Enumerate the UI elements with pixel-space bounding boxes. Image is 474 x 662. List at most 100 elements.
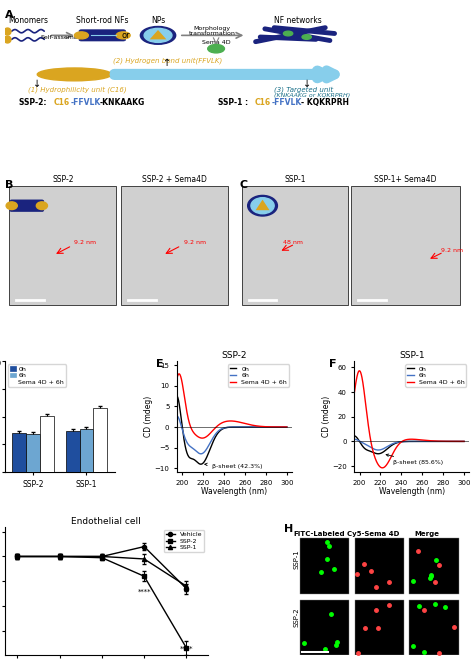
Vehicle [15,553,20,561]
Text: Cy5-Sema 4D: Cy5-Sema 4D [347,531,399,537]
0h [375,449,381,457]
Text: or: or [121,31,130,40]
6h [264,423,270,431]
Text: SSP-2:: SSP-2: [18,98,49,107]
Bar [93,408,107,472]
Line: SSP-1: SSP-1 [15,554,189,589]
6h [411,438,417,446]
Legend: 0h, 6h, Sema 4D + 6h: 0h, 6h, Sema 4D + 6h [405,364,466,387]
Sema 4D + 6h [411,436,417,444]
Text: -KNKAAKG: -KNKAAKG [100,98,145,107]
Text: E: E [156,359,164,369]
Bar [80,429,93,472]
Text: SSP-2 + Sema4D: SSP-2 + Sema4D [142,175,207,183]
0h [351,432,357,440]
FancyArrowPatch shape [114,71,324,77]
Vehicle [99,553,105,561]
6h [351,435,357,443]
Line: 6h: 6h [354,439,464,450]
Bar [26,434,40,472]
6h [198,450,204,458]
Text: Morphology: Morphology [194,26,231,31]
0h [174,392,180,400]
Sema 4D + 6h [264,423,270,431]
0h [411,438,417,446]
Line: Sema 4D + 6h: Sema 4D + 6h [177,374,287,438]
Text: 9.2 nm: 9.2 nm [74,240,97,245]
Text: H: H [284,524,293,534]
Legend: Vehicle, SSP-2, SSP-1: Vehicle, SSP-2, SSP-1 [164,530,204,552]
Sema 4D + 6h [227,417,232,425]
0h [459,438,465,446]
X-axis label: Wavelength (nm): Wavelength (nm) [201,487,267,496]
Sema 4D + 6h [459,438,465,446]
Text: 48 nm: 48 nm [283,240,303,245]
Title: SSP-2: SSP-2 [222,352,247,360]
Text: SSP-1+ Sema4D: SSP-1+ Sema4D [374,175,437,183]
Text: C: C [239,179,247,190]
Text: (3) Targeted unit: (3) Targeted unit [274,87,333,93]
SSP-1 [141,555,147,563]
Polygon shape [150,30,166,39]
6h [234,423,239,431]
Text: - KQKRPRH: - KQKRPRH [301,98,349,107]
Circle shape [144,28,172,42]
0h [284,423,290,431]
Text: C16: C16 [255,98,271,107]
Text: D: D [0,359,1,369]
0h [264,423,270,431]
Text: (KNKAAKG or KQKRPRH): (KNKAAKG or KQKRPRH) [274,93,350,97]
Text: Self-assembly: Self-assembly [41,35,84,40]
Title: Endothelial cell: Endothelial cell [71,517,141,526]
Sema 4D + 6h [234,418,240,426]
SSP-2 [141,572,147,580]
0h [198,460,204,468]
Y-axis label: CD (mdeg): CD (mdeg) [321,396,330,438]
Bar [66,432,80,472]
Line: Sema 4D + 6h: Sema 4D + 6h [354,371,464,468]
6h [227,423,232,431]
6h [417,438,423,446]
Circle shape [302,34,311,39]
Line: 0h: 0h [177,396,287,464]
6h [240,423,246,431]
Text: (2) Hydrogen bond unit(FFVLK): (2) Hydrogen bond unit(FFVLK) [113,57,222,64]
Bar [12,433,26,472]
6h [227,423,233,431]
Sema 4D + 6h [417,436,423,444]
Bar [40,416,54,472]
Sema 4D + 6h [380,464,385,472]
Text: 9.2 nm: 9.2 nm [441,248,464,253]
Sema 4D + 6h [442,438,447,446]
Line: Vehicle: Vehicle [15,545,189,591]
0h [417,438,423,446]
Legend: 0h, 6h, Sema 4D + 6h: 0h, 6h, Sema 4D + 6h [8,364,66,387]
FancyBboxPatch shape [79,30,126,41]
SSP-2 [15,553,20,561]
FancyBboxPatch shape [10,200,44,211]
X-axis label: Wavelength (nm): Wavelength (nm) [379,487,445,496]
0h [461,438,467,446]
Text: SSP-1: SSP-1 [293,549,300,569]
Sema 4D + 6h [284,423,290,431]
Text: A: A [5,10,13,20]
Text: NPs: NPs [151,16,165,25]
Polygon shape [255,200,270,211]
Text: -FFVLK: -FFVLK [71,98,101,107]
Text: SSP-2: SSP-2 [293,607,300,627]
Legend: 0h, 6h, Sema 4D + 6h: 0h, 6h, Sema 4D + 6h [228,364,289,387]
6h [174,412,180,420]
Circle shape [283,31,293,36]
FancyBboxPatch shape [355,600,404,655]
FancyBboxPatch shape [9,186,116,305]
SSP-1 [99,553,105,561]
0h [404,438,410,446]
FancyBboxPatch shape [409,600,459,655]
Text: -FFVLK: -FFVLK [272,98,302,107]
Circle shape [208,44,225,53]
Sema 4D + 6h [405,436,410,444]
0h [227,423,232,431]
Sema 4D + 6h [351,389,357,397]
Vehicle [141,543,147,551]
Line: SSP-2: SSP-2 [15,554,189,650]
